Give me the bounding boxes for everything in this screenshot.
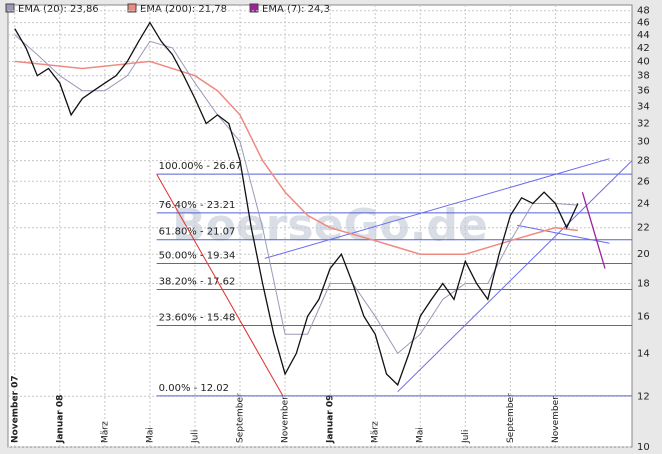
x-tick-label: März [100,421,110,443]
y-tick-label: 40 [637,56,650,67]
y-tick-label: 10 [637,442,650,453]
y-tick-label: 26 [637,176,650,187]
y-tick-label: 42 [637,43,650,54]
x-tick-label: September [506,393,516,443]
fib-label: 61.80% - 21.07 [159,227,236,238]
y-tick-label: 12 [637,391,650,402]
y-tick-label: 20 [637,249,650,260]
ema-line [14,34,578,355]
y-tick-label: 44 [637,30,650,41]
y-tick-label: 22 [637,223,650,234]
fib-label: 100.00% - 26.67 [159,161,242,172]
y-tick-label: 46 [637,18,650,29]
x-tick-label: Mai [145,427,155,443]
x-tick-label: Juli [190,430,200,444]
legend-label: EMA (200): 21,78 [140,4,227,15]
y-tick-label: 48 [637,6,650,17]
y-tick-label: 28 [637,156,650,167]
fib-label: 38.20% - 17.62 [159,276,236,287]
legend-swatch [249,3,259,13]
legend-label: EMA (7): 24,3 [262,4,330,15]
y-tick-label: 16 [637,311,650,322]
y-tick-label: 36 [637,86,650,97]
legend-swatch [5,3,15,13]
trend-line [156,173,284,397]
y-tick-label: 38 [637,71,650,82]
y-tick-label: 30 [637,136,650,147]
legend-label: EMA (20): 23,86 [18,4,99,15]
x-tick-label: Januar 09 [326,395,336,444]
fib-label: 23.60% - 15.48 [159,312,236,323]
trend-line [264,158,610,259]
fib-label: 0.00% - 12.02 [159,383,229,394]
x-tick-label: Juli [461,430,471,444]
x-tick-label: November 07 [10,375,20,443]
x-tick-label: November [551,396,561,443]
y-tick-label: 34 [637,102,650,113]
trend-line [397,160,633,393]
x-tick-label: November [281,396,291,443]
ema-line [14,60,578,255]
y-tick-label: 18 [637,279,650,290]
y-tick-label: 14 [637,348,650,359]
fib-label: 50.00% - 19.34 [159,251,236,262]
price-line [14,21,579,387]
fib-label: 76.40% - 23.21 [159,200,236,211]
y-tick-label: 24 [637,199,650,210]
legend-swatch [127,3,137,13]
legend: EMA (20): 23,86 EMA (200): 21,78 EMA (7): … [5,3,330,15]
ema-line [581,192,606,269]
x-tick-label: Mai [416,427,426,443]
trend-line [517,224,610,244]
y-tick-label: 32 [637,119,650,130]
x-tick-label: September [236,393,246,443]
x-tick-label: Januar 08 [55,395,65,444]
x-tick-label: März [371,421,381,443]
